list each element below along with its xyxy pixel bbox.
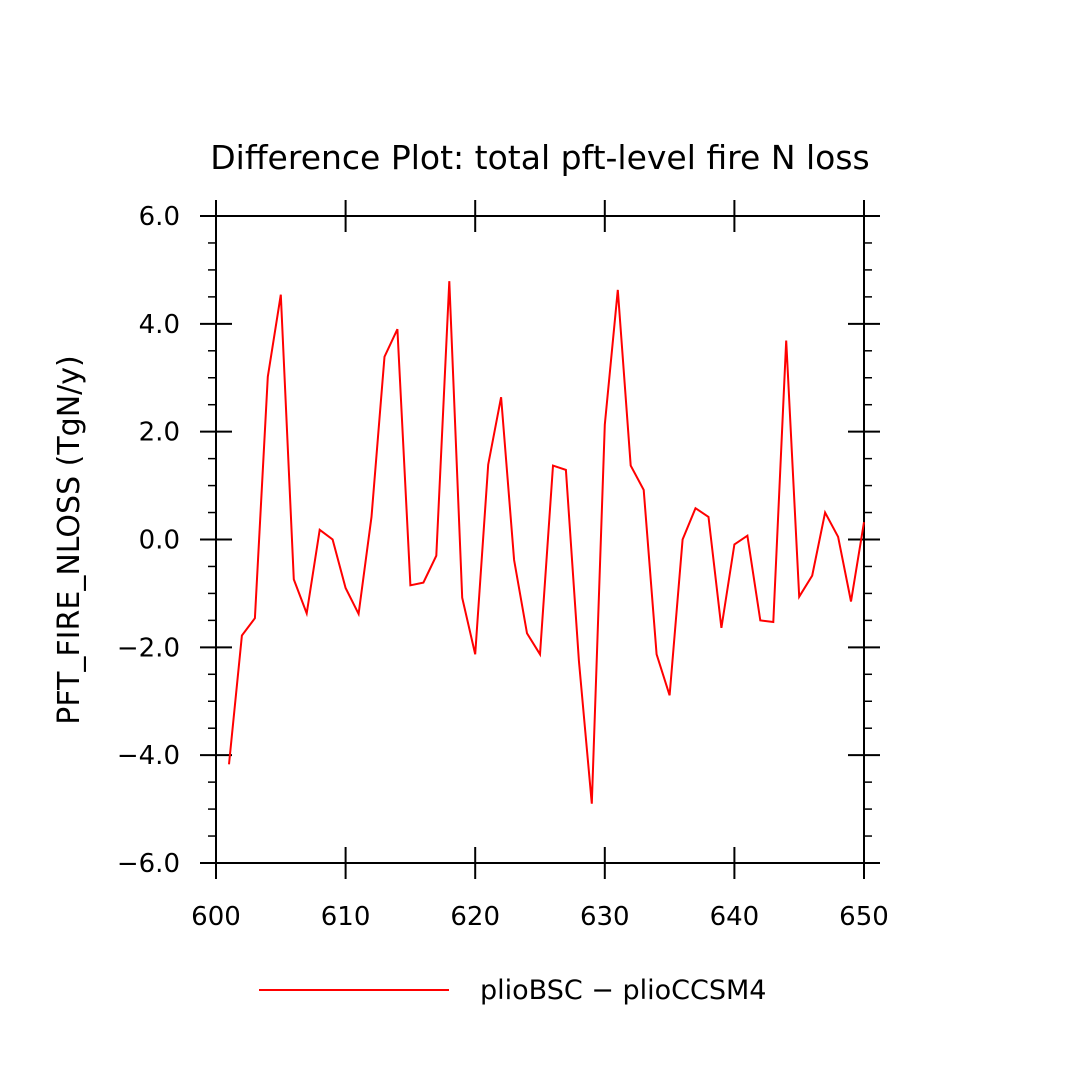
tick-labels: 600 610 620 630 640 650 −6.0 −4.0 −2.0 0.0 2.0 4.0 6… (117, 202, 889, 932)
y-tick-label: 0.0 (139, 526, 180, 556)
y-tick-label: 4.0 (139, 310, 180, 340)
y-tick-label: −6.0 (117, 849, 180, 879)
legend-label: plioBSC − plioCCSM4 (480, 975, 766, 1006)
x-tick-label: 620 (450, 902, 500, 932)
y-tick-label: −4.0 (117, 741, 180, 771)
legend: plioBSC − plioCCSM4 (259, 975, 766, 1006)
x-tick-label: 640 (710, 902, 760, 932)
x-tick-label: 650 (839, 902, 889, 932)
y-tick-label: −2.0 (117, 633, 180, 663)
series-layer (228, 281, 865, 804)
chart-title: Difference Plot: total pft-level fire N … (210, 138, 870, 177)
y-tick-label: 2.0 (139, 418, 180, 448)
plot-frame (215, 215, 865, 864)
y-axis-label: PFT_FIRE_NLOSS (TgN/y) (52, 355, 87, 724)
x-tick-label: 600 (191, 902, 241, 932)
y-tick-label: 6.0 (139, 202, 180, 232)
x-tick-label: 630 (580, 902, 630, 932)
x-tick-label: 610 (321, 902, 371, 932)
series-line (228, 281, 865, 804)
